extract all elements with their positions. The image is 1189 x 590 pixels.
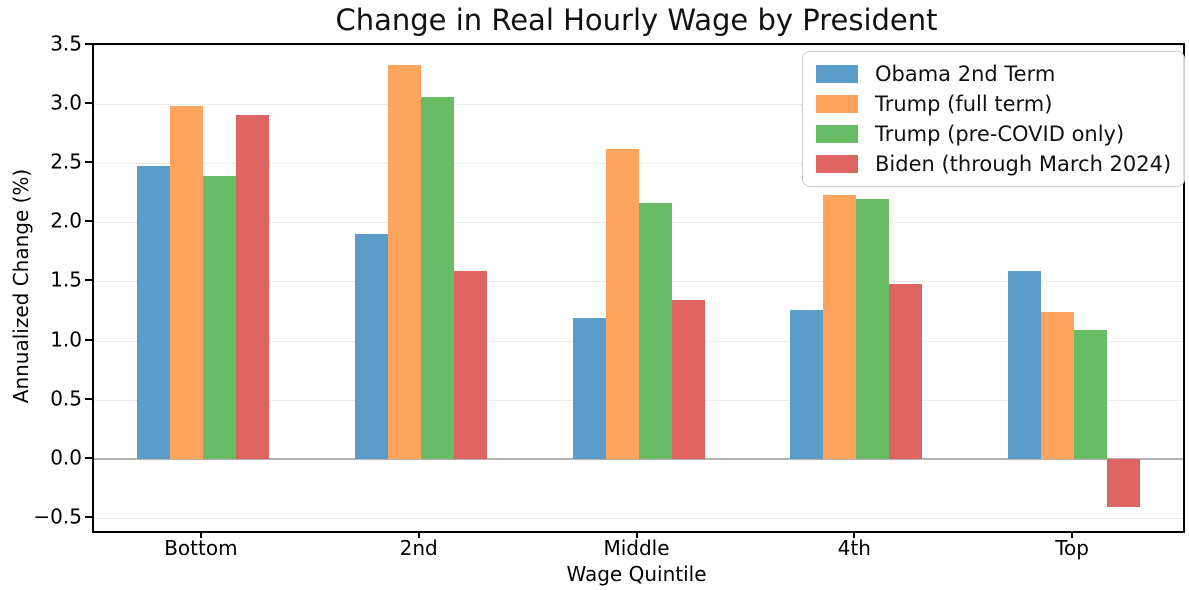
y-tick-label: 3.0 bbox=[50, 90, 82, 115]
bar-4th-series-3 bbox=[889, 283, 923, 459]
y-tick-label: −0.5 bbox=[33, 504, 82, 529]
gridline bbox=[94, 163, 1183, 165]
y-tick-mark bbox=[85, 338, 92, 341]
bar-bottom-series-1 bbox=[169, 106, 203, 459]
bar-middle-series-2 bbox=[638, 203, 672, 459]
bar-middle-series-0 bbox=[572, 318, 606, 459]
bar-4th-series-0 bbox=[790, 309, 824, 459]
legend-label-2: Trump (pre-COVID only) bbox=[875, 122, 1125, 146]
bar-4th-series-2 bbox=[856, 198, 890, 459]
bar-2nd-series-2 bbox=[420, 97, 454, 459]
legend-item-3: Biden (through March 2024) bbox=[816, 149, 1171, 179]
bar-2nd-series-3 bbox=[453, 270, 487, 459]
gridline bbox=[94, 104, 1183, 106]
x-tick-mark bbox=[417, 531, 420, 538]
bar-2nd-series-1 bbox=[387, 65, 421, 459]
y-tick-label: 2.5 bbox=[50, 149, 82, 174]
bar-top-series-0 bbox=[1008, 270, 1042, 459]
zero-gridline bbox=[94, 457, 1183, 460]
y-tick-mark bbox=[85, 161, 92, 164]
y-tick-mark bbox=[85, 456, 92, 459]
bar-bottom-series-2 bbox=[202, 176, 236, 459]
y-tick-mark bbox=[85, 515, 92, 518]
bar-middle-series-1 bbox=[605, 149, 639, 459]
y-tick-mark bbox=[85, 279, 92, 282]
y-tick-label: 0.5 bbox=[50, 386, 82, 411]
x-tick-label-4th: 4th bbox=[837, 536, 871, 560]
bar-top-series-2 bbox=[1074, 329, 1108, 459]
bar-bottom-series-3 bbox=[235, 114, 269, 459]
x-tick-label-top: Top bbox=[1055, 536, 1089, 560]
y-tick-mark bbox=[85, 397, 92, 400]
x-tick-mark bbox=[853, 531, 856, 538]
gridline bbox=[94, 45, 1183, 46]
bar-top-series-1 bbox=[1041, 312, 1075, 459]
y-tick-label: 2.0 bbox=[50, 208, 82, 233]
y-tick-label: 3.5 bbox=[50, 31, 82, 56]
legend-swatch-0 bbox=[816, 65, 858, 83]
bar-2nd-series-0 bbox=[354, 234, 388, 459]
bar-middle-series-3 bbox=[671, 300, 705, 459]
y-tick-label: 1.5 bbox=[50, 268, 82, 293]
bar-4th-series-1 bbox=[823, 195, 857, 459]
y-tick-mark bbox=[85, 102, 92, 105]
y-tick-mark bbox=[85, 220, 92, 223]
x-tick-mark bbox=[199, 531, 202, 538]
legend-swatch-2 bbox=[816, 125, 858, 143]
x-tick-mark bbox=[635, 531, 638, 538]
legend-item-1: Trump (full term) bbox=[816, 89, 1171, 119]
x-tick-label-bottom: Bottom bbox=[164, 536, 238, 560]
legend-label-3: Biden (through March 2024) bbox=[875, 152, 1172, 176]
x-axis-label: Wage Quintile bbox=[566, 562, 707, 586]
y-tick-mark bbox=[85, 43, 92, 45]
legend-item-2: Trump (pre-COVID only) bbox=[816, 119, 1171, 149]
bar-bottom-series-0 bbox=[136, 165, 170, 459]
gridline bbox=[94, 517, 1183, 519]
legend-label-0: Obama 2nd Term bbox=[875, 62, 1056, 86]
chart-title: Change in Real Hourly Wage by President bbox=[335, 3, 938, 37]
legend-swatch-1 bbox=[816, 95, 858, 113]
x-tick-label-2nd: 2nd bbox=[399, 536, 438, 560]
y-tick-label: 0.0 bbox=[50, 445, 82, 470]
x-tick-label-middle: Middle bbox=[603, 536, 670, 560]
bar-top-series-3 bbox=[1107, 458, 1141, 508]
legend-label-1: Trump (full term) bbox=[875, 92, 1053, 116]
x-tick-mark bbox=[1071, 531, 1074, 538]
legend: Obama 2nd Term Trump (full term) Trump (pr… bbox=[802, 51, 1186, 187]
legend-item-0: Obama 2nd Term bbox=[816, 59, 1171, 89]
legend-swatch-3 bbox=[816, 155, 858, 173]
y-tick-label: 1.0 bbox=[50, 327, 82, 352]
